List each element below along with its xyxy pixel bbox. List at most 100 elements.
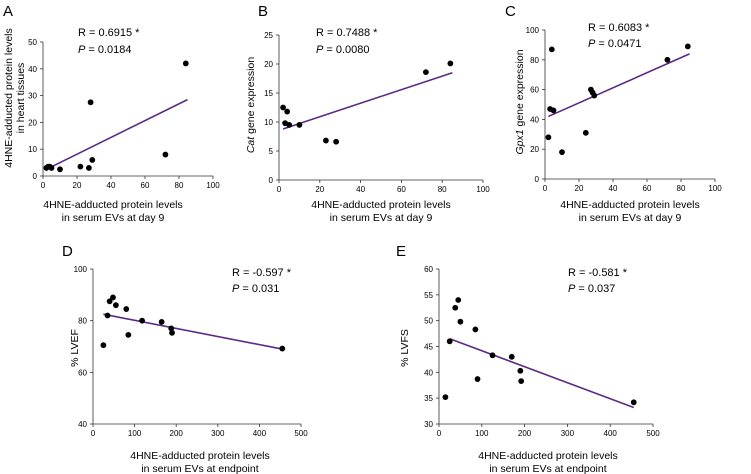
panel-b-x-label-line-2: in serum EVs at day 9 bbox=[330, 212, 433, 224]
panel-e-p-label: P bbox=[568, 283, 576, 295]
panel-d-p-value: P = 0.031 bbox=[232, 283, 279, 295]
panel-b-p-number: = 0.0080 bbox=[323, 44, 369, 56]
panel-d-x-label-line-1: 4HNE-adducted protein levels bbox=[130, 450, 270, 462]
panel-d-data-point bbox=[168, 325, 175, 332]
panel-e-x-tick-label: 200 bbox=[518, 429, 532, 438]
panel-e-p-number: = 0.037 bbox=[575, 283, 615, 295]
panel-b-y-tick-label: 10 bbox=[264, 118, 273, 127]
panel-c-y-tick-label: 100 bbox=[526, 26, 540, 35]
panel-c-data-point bbox=[559, 149, 565, 156]
panel-d-data-point bbox=[112, 302, 119, 309]
panel-c-x-tick-label: 0 bbox=[543, 184, 548, 193]
panel-e-x-tick-label: 300 bbox=[561, 429, 575, 438]
panel-c-data-point bbox=[545, 134, 552, 141]
panel-d-x-tick-label: 400 bbox=[253, 429, 267, 438]
panel-c-x-tick-label: 100 bbox=[708, 184, 722, 193]
panel-a-x-label-line-1: 4HNE-adducted protein levels bbox=[43, 199, 183, 211]
panel-b-x-tick-label: 20 bbox=[315, 185, 324, 194]
panel-c-x-tick-label: 20 bbox=[575, 184, 584, 193]
panel-a-data-point bbox=[86, 165, 92, 171]
panel-d-x-tick-label: 100 bbox=[128, 429, 142, 438]
panel-d-data-point bbox=[139, 317, 145, 324]
panel-c-data-point bbox=[582, 129, 589, 136]
panel-e-data-point bbox=[508, 353, 515, 360]
panel-a-x-tick-label: 0 bbox=[41, 181, 46, 190]
panel-b-y-tick-label: 25 bbox=[264, 31, 273, 40]
panel-a-x-tick-label: 80 bbox=[175, 181, 184, 190]
panel-a-x-tick-label: 20 bbox=[73, 181, 82, 190]
panel-d-data-point bbox=[169, 329, 175, 336]
panel-c-y-tick-label: 20 bbox=[530, 145, 539, 154]
panel-d-y-tick-label: 80 bbox=[78, 317, 87, 326]
panel-b-y-tick-label: 0 bbox=[269, 176, 274, 185]
panel-c-chart: C R = 0.6083 * P = 0.0471 Gpx1 gene expr… bbox=[505, 3, 722, 224]
panel-e-chart: E R = -0.581 * P = 0.037 % LVFS 4HNE-add… bbox=[396, 243, 660, 474]
panel-d-data-point bbox=[106, 298, 113, 305]
panel-a-x-tick-label: 100 bbox=[206, 181, 220, 190]
panel-d-data-point bbox=[279, 345, 286, 352]
panel-b-x-label-line-1: 4HNE-adducted protein levels bbox=[311, 199, 451, 211]
panel-c-data-point bbox=[684, 43, 691, 50]
panel-b-data-point bbox=[284, 108, 291, 115]
panel-b-trend-line bbox=[282, 71, 453, 130]
panel-e-data-point bbox=[474, 376, 481, 382]
panel-e-x-tick-label: 500 bbox=[646, 429, 660, 438]
panel-a-data-point bbox=[77, 163, 84, 170]
panel-e-y-tick-label: 40 bbox=[424, 368, 433, 377]
panel-c-x-label-line-2: in serum EVs at day 9 bbox=[579, 212, 682, 224]
panel-b-data-point bbox=[323, 137, 329, 144]
panel-b-y-tick-label: 20 bbox=[264, 60, 273, 69]
panel-c-data-point bbox=[664, 56, 671, 63]
panel-b-p-value: P = 0.0080 bbox=[316, 44, 370, 56]
panel-b-p-label: P bbox=[316, 44, 324, 56]
panel-d-y-tick-label: 100 bbox=[74, 265, 88, 274]
panel-a-letter: A bbox=[3, 3, 13, 20]
panel-d-letter: D bbox=[62, 243, 73, 260]
panel-b-letter: B bbox=[258, 3, 268, 20]
panel-d-p-number: = 0.031 bbox=[239, 283, 279, 295]
panel-a-data-point bbox=[87, 99, 94, 106]
panel-c-x-tick-label: 60 bbox=[643, 184, 652, 193]
panel-c-data-point bbox=[548, 46, 555, 53]
panel-c-trend-line bbox=[548, 53, 690, 118]
panel-d-data-point bbox=[125, 331, 132, 338]
panel-a-y-tick-label: 20 bbox=[28, 118, 37, 127]
panel-e-x-tick-label: 0 bbox=[437, 429, 442, 438]
panel-d-y-tick-label: 40 bbox=[78, 420, 87, 429]
panel-d-y-tick-label: 60 bbox=[78, 368, 87, 377]
panel-c-letter: C bbox=[505, 3, 516, 20]
panel-b-x-tick-label: 40 bbox=[356, 185, 365, 194]
panel-a-data-point bbox=[57, 166, 63, 173]
panel-e-data-point bbox=[517, 367, 524, 374]
panel-b-x-tick-label: 80 bbox=[438, 185, 447, 194]
panel-d-x-tick-label: 500 bbox=[294, 429, 308, 438]
panel-a-y-tick-label: 40 bbox=[28, 65, 37, 74]
panel-c-y-axis-label: Gpx1 gene expression bbox=[514, 49, 526, 154]
panel-d-data-point bbox=[158, 319, 165, 325]
panel-e-x-tick-label: 100 bbox=[475, 429, 489, 438]
panel-c-y-tick-label: 60 bbox=[530, 86, 539, 95]
panel-e-y-tick-label: 45 bbox=[424, 343, 433, 352]
panel-d-x-tick-label: 0 bbox=[91, 429, 96, 438]
panel-d-x-tick-label: 300 bbox=[211, 429, 225, 438]
panel-d-p-label: P bbox=[232, 283, 240, 295]
panel-c-p-value: P = 0.0471 bbox=[588, 38, 642, 50]
panel-e-data-point bbox=[455, 297, 462, 303]
panel-a-x-tick-label: 40 bbox=[107, 181, 116, 190]
panel-e-x-tick-label: 400 bbox=[604, 429, 618, 438]
panel-b-data-point bbox=[422, 69, 429, 76]
panel-a-data-point bbox=[162, 151, 169, 158]
panel-d-trend-line bbox=[103, 313, 283, 350]
panel-c-y-tick-label: 80 bbox=[530, 56, 539, 65]
panel-a-x-tick-label: 60 bbox=[141, 181, 150, 190]
panel-a-r-value: R = 0.6915 * bbox=[78, 27, 140, 39]
panel-a-data-point bbox=[48, 165, 55, 171]
panel-e-data-point bbox=[472, 326, 479, 333]
panel-a-data-point bbox=[89, 157, 96, 163]
panel-e-letter: E bbox=[396, 243, 406, 260]
panel-b-y-label-rest: gene expression bbox=[245, 57, 257, 137]
panel-b-y-tick-label: 15 bbox=[264, 89, 273, 98]
panel-e-x-label-line-2: in serum EVs at endpoint bbox=[489, 463, 606, 474]
panel-b-chart: B R = 0.7488 * P = 0.0080 Cat gene expre… bbox=[245, 3, 490, 224]
